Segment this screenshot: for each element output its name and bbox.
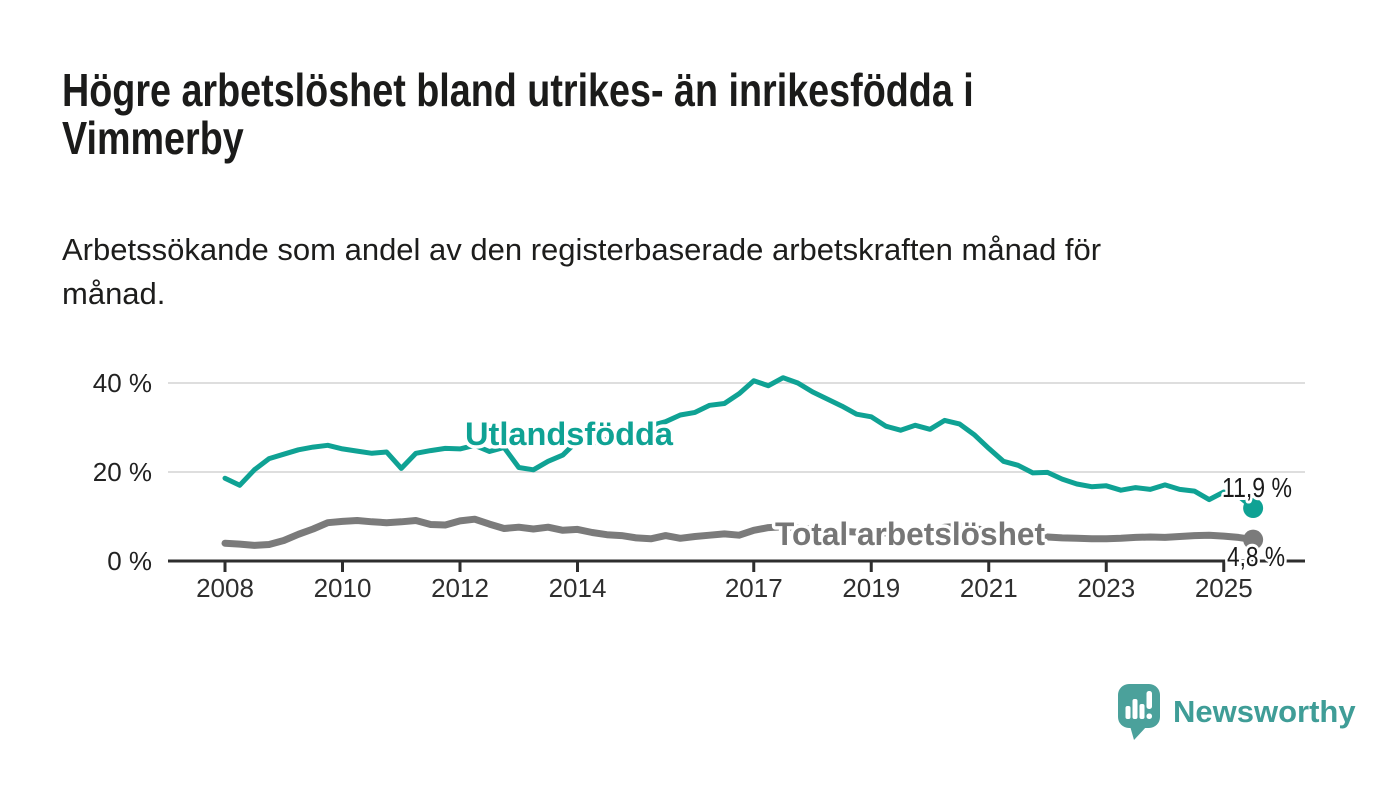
series-line [222, 375, 1256, 511]
y-tick-label: 0 % [107, 546, 152, 576]
chart-subtitle: Arbetssökande som andel av den registerb… [62, 228, 1342, 316]
page-title: Högre arbetslöshet bland utrikes- än inr… [62, 66, 1177, 162]
x-tick-label: 2025 [1195, 573, 1253, 603]
subtitle-line-2: månad. [62, 276, 166, 311]
x-tick-label: 2008 [196, 573, 254, 603]
x-tick-label: 2019 [842, 573, 900, 603]
end-value-label-utlandsfodda: 11,9 % [1222, 472, 1292, 503]
x-tick-label: 2021 [960, 573, 1018, 603]
series-end-dot [1243, 498, 1264, 519]
y-tick-label: 20 % [93, 457, 152, 487]
x-tick-label: 2012 [431, 573, 489, 603]
newsworthy-logo-text: Newsworthy [1173, 694, 1356, 729]
newsworthy-logo-icon [1118, 684, 1160, 740]
end-value-label-total: 4,8 % [1227, 541, 1285, 572]
x-tick-label: 2010 [314, 573, 372, 603]
series-label-utlandsfodda: Utlandsfödda [465, 416, 673, 452]
series-label-total-arbetsloshet: Total arbetslöshet [775, 516, 1045, 552]
series-end-dot [1243, 529, 1264, 550]
series-lines [221, 375, 1264, 550]
newsworthy-logo: Newsworthy [1117, 683, 1356, 741]
gridlines [168, 382, 1305, 473]
x-axis: 2008 2010 2012 2014 2017 2019 2021 2023 2025 [168, 559, 1305, 603]
subtitle-line-1: Arbetssökande som andel av den registerb… [62, 232, 1102, 267]
y-axis-labels: 0 % 20 % 40 % [93, 368, 152, 576]
title-line-1: Högre arbetslöshet bland utrikes- än inr… [62, 64, 974, 116]
series-line [221, 515, 1257, 549]
x-tick-label: 2023 [1077, 573, 1135, 603]
y-tick-label: 40 % [93, 368, 152, 398]
x-tick-label: 2014 [549, 573, 607, 603]
title-line-2: Vimmerby [62, 112, 244, 164]
unemployment-line-chart: 2008 2010 2012 2014 2017 2019 2021 2023 2025 0 %… [93, 368, 1305, 603]
x-tick-label: 2017 [725, 573, 783, 603]
